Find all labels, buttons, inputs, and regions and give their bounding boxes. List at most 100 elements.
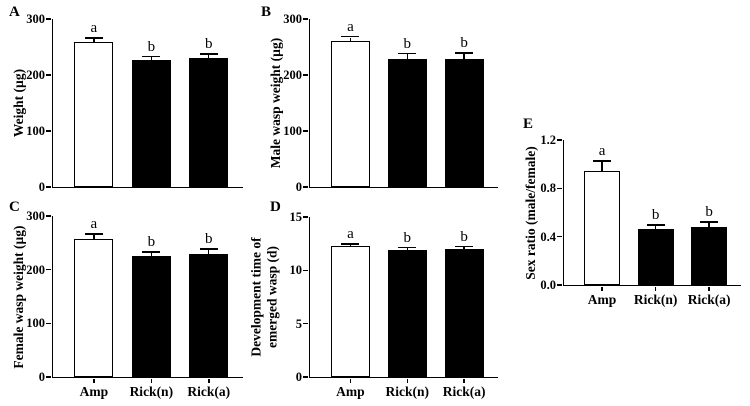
bar-rick(a) (444, 59, 484, 187)
error-bar-line (654, 225, 657, 231)
error-bar-cap (142, 250, 161, 253)
bar-rick(n) (131, 59, 171, 187)
significance-letter: a (598, 143, 606, 160)
significance-letter: a (347, 18, 354, 35)
bar-rick(a) (444, 249, 484, 377)
bar-rick(n) (637, 229, 674, 285)
x-tick-mark (150, 378, 153, 383)
significance-letter: b (403, 35, 412, 52)
panel-b-plot: B Male wasp weight (µg) 0 100 200 300 a b b (261, 5, 498, 193)
significance-letter: b (705, 204, 713, 221)
x-category-label: Rick(a) (187, 384, 231, 399)
error-bar-line (150, 57, 153, 61)
error-bar-line (406, 248, 408, 252)
y-tick-label: 0.4 (540, 229, 556, 244)
bar-amp (584, 171, 621, 285)
y-tick-mark (46, 186, 52, 188)
error-bar-cap (455, 245, 474, 248)
x-tick-mark (708, 286, 710, 291)
y-tick-label: 300 (283, 11, 302, 26)
x-tick-mark (208, 378, 210, 383)
error-bar-line (349, 244, 352, 247)
y-tick-label: 100 (26, 316, 45, 331)
x-category-label: Amp (79, 384, 109, 399)
bar-amp (74, 41, 114, 187)
bar-rick(n) (131, 256, 171, 377)
error-bar-cap (84, 37, 103, 39)
y-tick-mark (557, 284, 563, 286)
error-bar-line (406, 54, 408, 60)
y-tick-mark (46, 18, 52, 20)
y-tick-mark (46, 74, 52, 76)
y-tick-label: 100 (26, 123, 45, 138)
x-category-label: Rick(a) (442, 384, 486, 399)
significance-letter: b (460, 35, 468, 52)
y-tick-mark (303, 216, 309, 218)
y-tick-mark (557, 139, 563, 141)
panel-e-letter: E (523, 116, 534, 132)
error-bar-line (208, 54, 210, 60)
error-bar-cap (593, 160, 612, 162)
error-bar-line (601, 161, 603, 173)
x-tick-mark (93, 378, 95, 383)
y-tick-mark (557, 235, 563, 238)
error-bar-line (93, 38, 95, 43)
y-tick-label: 0 (295, 179, 302, 194)
y-tick-label: 0.8 (540, 181, 556, 196)
x-category-label: Rick(a) (687, 292, 731, 307)
x-tick-mark (463, 378, 465, 383)
y-tick-mark (303, 322, 309, 325)
panel-d-plot: D Development time of emerged wasp (d) 0… (248, 200, 498, 398)
y-tick-label: 0 (295, 369, 302, 384)
x-tick-mark (601, 286, 603, 291)
error-bar-cap (142, 55, 161, 58)
panel-c-letter: C (9, 199, 20, 215)
y-tick-mark (303, 130, 309, 132)
error-bar-line (463, 53, 465, 61)
y-tick-label: 0.0 (540, 277, 556, 292)
panel-a-letter: A (9, 4, 20, 20)
error-bar-line (150, 252, 153, 258)
x-tick-mark (406, 378, 409, 383)
significance-letter: b (147, 234, 156, 250)
significance-letter: a (90, 20, 98, 37)
y-tick-mark (303, 376, 309, 378)
significance-letter: b (403, 229, 412, 246)
y-tick-label: 300 (26, 11, 45, 26)
error-bar-line (349, 37, 352, 43)
y-tick-label: 0 (38, 369, 45, 384)
panel-c-y-axis-title: Female wasp weight (µg) (11, 224, 27, 369)
error-bar-cap (199, 53, 218, 55)
y-tick-label: 15 (289, 209, 303, 224)
x-category-label: Rick(n) (385, 384, 430, 399)
error-bar-cap (398, 246, 417, 249)
bar-rick(a) (189, 58, 229, 187)
panel-d-letter: D (270, 199, 281, 215)
panel-a-plot: A Weight (µg) 0 100 200 300 a b b (9, 5, 243, 193)
bar-rick(n) (387, 250, 427, 377)
error-bar-cap (398, 52, 417, 55)
y-tick-mark (46, 322, 52, 325)
error-bar-cap (341, 35, 360, 38)
x-tick-mark (349, 378, 352, 383)
bar-rick(a) (189, 254, 229, 377)
error-bar-line (463, 247, 465, 250)
significance-letter: b (205, 231, 213, 248)
error-bar-cap (455, 52, 474, 54)
significance-letter: b (651, 207, 660, 224)
panel-d-y-axis-title: Development time of emerged wasp (d) (248, 237, 279, 357)
x-category-label: Rick(n) (129, 384, 174, 399)
y-tick-mark (46, 215, 52, 217)
y-tick-label: 10 (289, 263, 303, 278)
y-tick-mark (303, 74, 309, 76)
y-tick-label: 0 (38, 179, 45, 194)
panel-e-plot: E Sex ratio (male/female) 0.0 0.4 0.8 1.2 a A… (523, 117, 741, 306)
y-tick-label: 300 (26, 208, 45, 223)
bar-rick(n) (387, 58, 427, 187)
bar-amp (74, 239, 114, 377)
y-tick-mark (46, 376, 52, 378)
significance-letter: a (90, 216, 98, 233)
significance-letter: a (347, 226, 354, 243)
panel-b-y-axis-title: Male wasp weight (µg) (268, 37, 284, 169)
